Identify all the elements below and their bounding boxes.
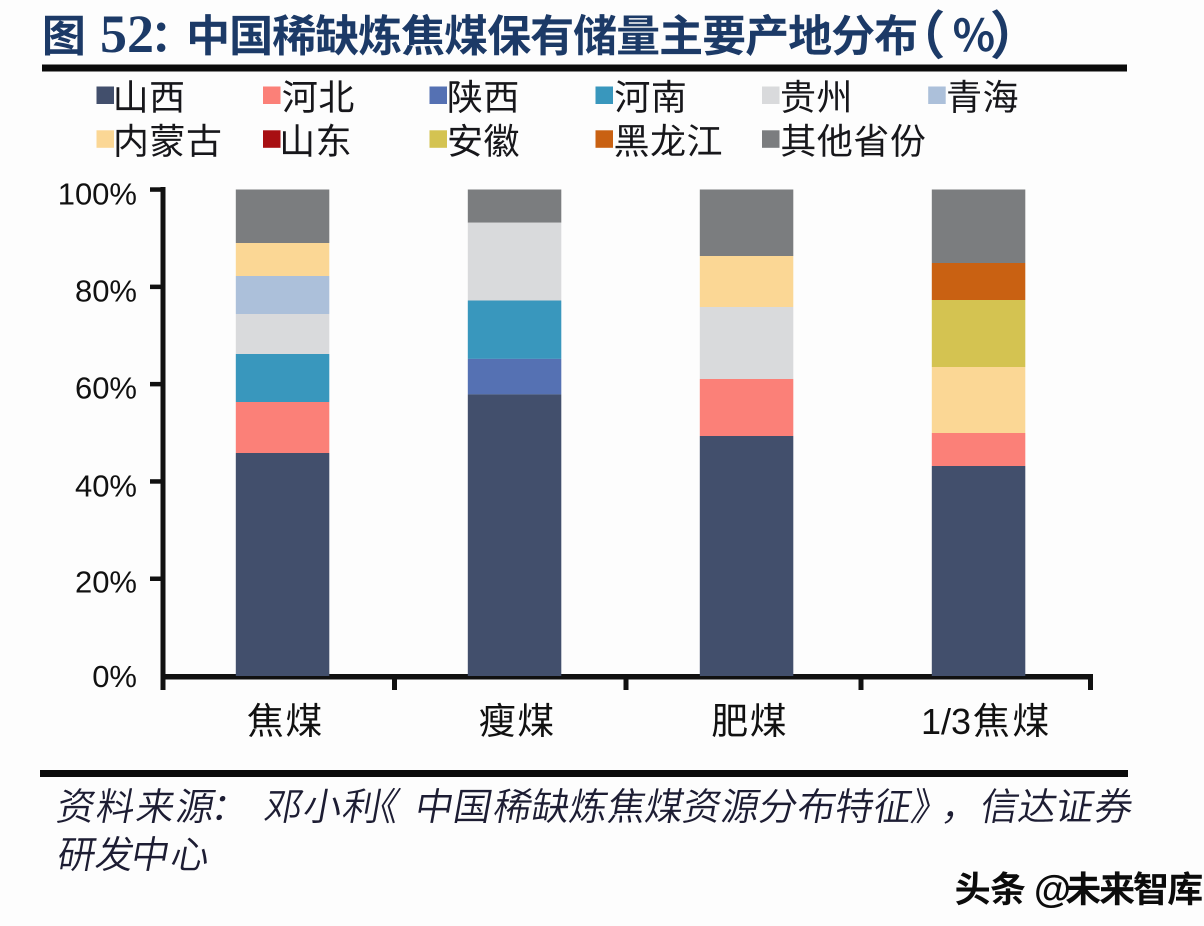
svg-text:100%: 100% — [58, 177, 137, 212]
svg-text:52: 52 — [100, 4, 154, 64]
svg-text:80%: 80% — [75, 274, 137, 309]
svg-text:@: @ — [1034, 869, 1071, 911]
svg-text:0%: 0% — [92, 659, 137, 694]
svg-text:40%: 40% — [75, 468, 137, 503]
svg-text:1/3: 1/3 — [921, 701, 971, 742]
svg-text:20%: 20% — [75, 565, 137, 600]
svg-text:60%: 60% — [75, 370, 137, 405]
